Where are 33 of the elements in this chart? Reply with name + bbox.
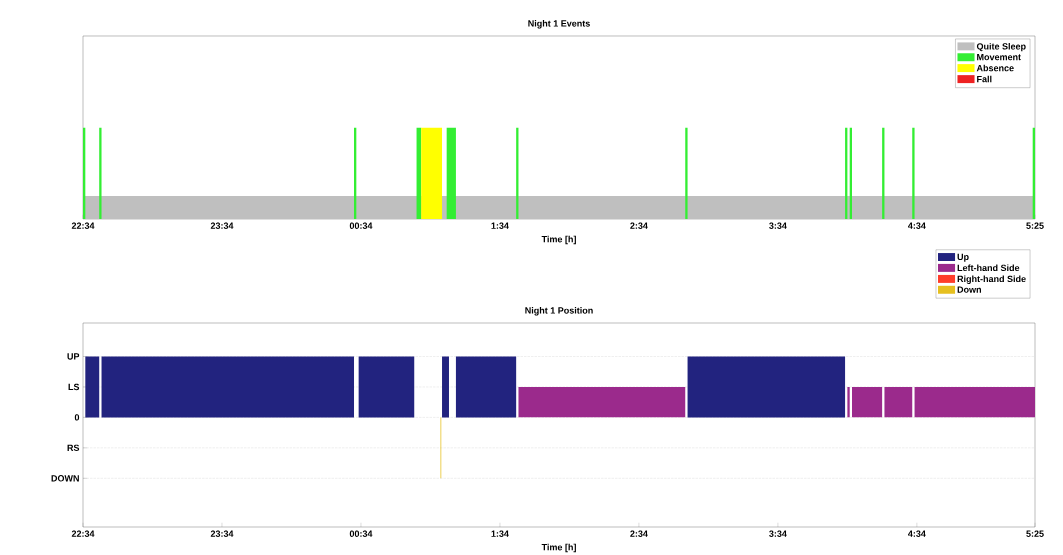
x-tick-label: 00:34 [349, 222, 373, 229]
text: DOWN [51, 475, 79, 482]
x-tick-label: 4:34 [908, 530, 926, 537]
text: 0 [74, 414, 80, 421]
legend-label: Right-hand Side [957, 275, 1026, 284]
legend-label: Left-hand Side [957, 264, 1020, 272]
text: RS [67, 444, 80, 452]
x-tick-label: 00:34 [349, 530, 373, 537]
x-tick-label: 3:34 [769, 530, 787, 537]
text: UP [67, 353, 80, 360]
legend-label: Absence [976, 64, 1014, 72]
legend-label: Up [957, 253, 969, 262]
legend-label: Movement [977, 53, 1021, 61]
x-axis-title: Time [h] [541, 543, 576, 553]
x-tick-label: 1:34 [491, 530, 509, 537]
text: LS [68, 383, 80, 391]
x-tick-label: 23:34 [210, 530, 234, 537]
legend-label: Fall [977, 75, 992, 83]
x-axis-title: Time [h] [541, 235, 576, 245]
x-tick-label: 5:25 [1026, 222, 1044, 229]
x-tick-label: 3:34 [769, 222, 787, 229]
x-tick-label: 22:34 [71, 222, 95, 229]
x-tick-label: 22:34 [71, 530, 95, 537]
x-tick-label: 5:25 [1026, 530, 1044, 537]
chart-title: Night 1 Events [528, 20, 590, 29]
x-tick-label: 2:34 [630, 530, 648, 537]
x-tick-label: 23:34 [210, 222, 234, 229]
x-tick-label: 1:34 [491, 222, 509, 229]
chart-title: Night 1 Position [525, 307, 593, 316]
legend-label: Down [957, 286, 981, 293]
x-tick-label: 4:34 [908, 222, 926, 229]
x-tick-label: 2:34 [630, 222, 648, 229]
legend-label: Quite Sleep [976, 42, 1026, 52]
